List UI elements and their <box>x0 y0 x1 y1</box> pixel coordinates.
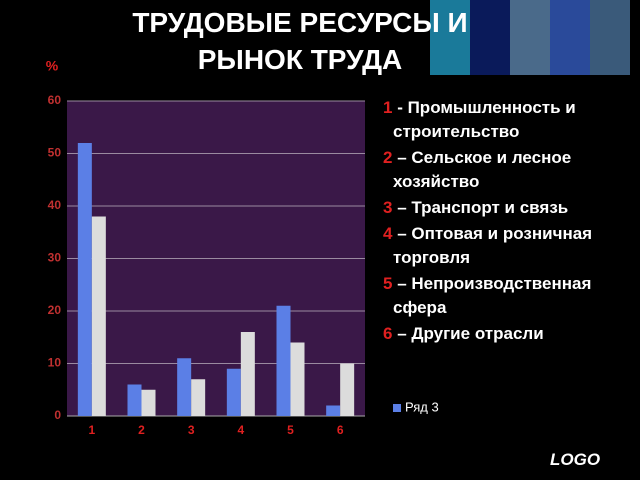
note-text: – Другие отрасли <box>397 324 544 343</box>
x-tick-label: 1 <box>88 423 95 437</box>
logo: LOGO <box>550 450 601 469</box>
note-text: - Промышленность и строительство <box>393 98 576 141</box>
y-tick-label: 40 <box>48 198 62 212</box>
legend-swatch <box>393 404 401 412</box>
note-text: – Транспорт и связь <box>397 198 569 217</box>
y-tick-label: 60 <box>48 93 62 107</box>
x-tick-label: 4 <box>237 423 244 437</box>
bar <box>240 332 255 416</box>
note-text: – Сельское и лесное хозяйство <box>393 148 572 191</box>
y-tick-label: 30 <box>48 251 62 265</box>
x-tick-label: 3 <box>188 423 195 437</box>
note: 4 – Оптовая и розничная торговля <box>383 222 633 270</box>
bar <box>127 384 142 416</box>
x-tick-label: 5 <box>287 423 294 437</box>
note: 1 - Промышленность и строительство <box>383 96 633 144</box>
note-number: 1 <box>383 98 393 117</box>
slide-title: ТРУДОВЫЕ РЕСУРСЫ И РЫНОК ТРУДА <box>132 7 468 75</box>
bar <box>177 358 192 416</box>
y-tick-label: 20 <box>48 303 62 317</box>
note-number: 2 <box>383 148 393 167</box>
y-tick-label: 10 <box>48 356 62 370</box>
bar <box>77 143 92 416</box>
note-number: 3 <box>383 198 393 217</box>
header-images <box>430 0 630 75</box>
bar <box>276 305 291 416</box>
note-number: 6 <box>383 324 393 343</box>
y-axis-label: % <box>46 58 59 74</box>
bar <box>191 379 206 416</box>
note: 3 – Транспорт и связь <box>383 196 633 220</box>
y-tick-label: 0 <box>54 408 61 422</box>
note: 5 – Непроизводственная сфера <box>383 272 633 320</box>
bar <box>290 342 305 416</box>
note: 6 – Другие отрасли <box>383 322 633 346</box>
notes: 1 - Промышленность и строительство 2 – Се… <box>383 96 633 348</box>
note: 2 – Сельское и лесное хозяйство <box>383 146 633 194</box>
legend-label: Ряд 3 <box>405 399 439 414</box>
bar <box>326 405 341 416</box>
bar <box>340 363 355 416</box>
note-text: – Оптовая и розничная торговля <box>393 224 593 267</box>
y-tick-label: 50 <box>48 146 62 160</box>
x-tick-label: 6 <box>337 423 344 437</box>
bar <box>141 389 156 416</box>
x-tick-label: 2 <box>138 423 145 437</box>
note-text: – Непроизводственная сфера <box>393 274 592 317</box>
bar <box>226 368 241 416</box>
note-number: 5 <box>383 274 393 293</box>
note-number: 4 <box>383 224 393 243</box>
bar <box>91 216 106 416</box>
